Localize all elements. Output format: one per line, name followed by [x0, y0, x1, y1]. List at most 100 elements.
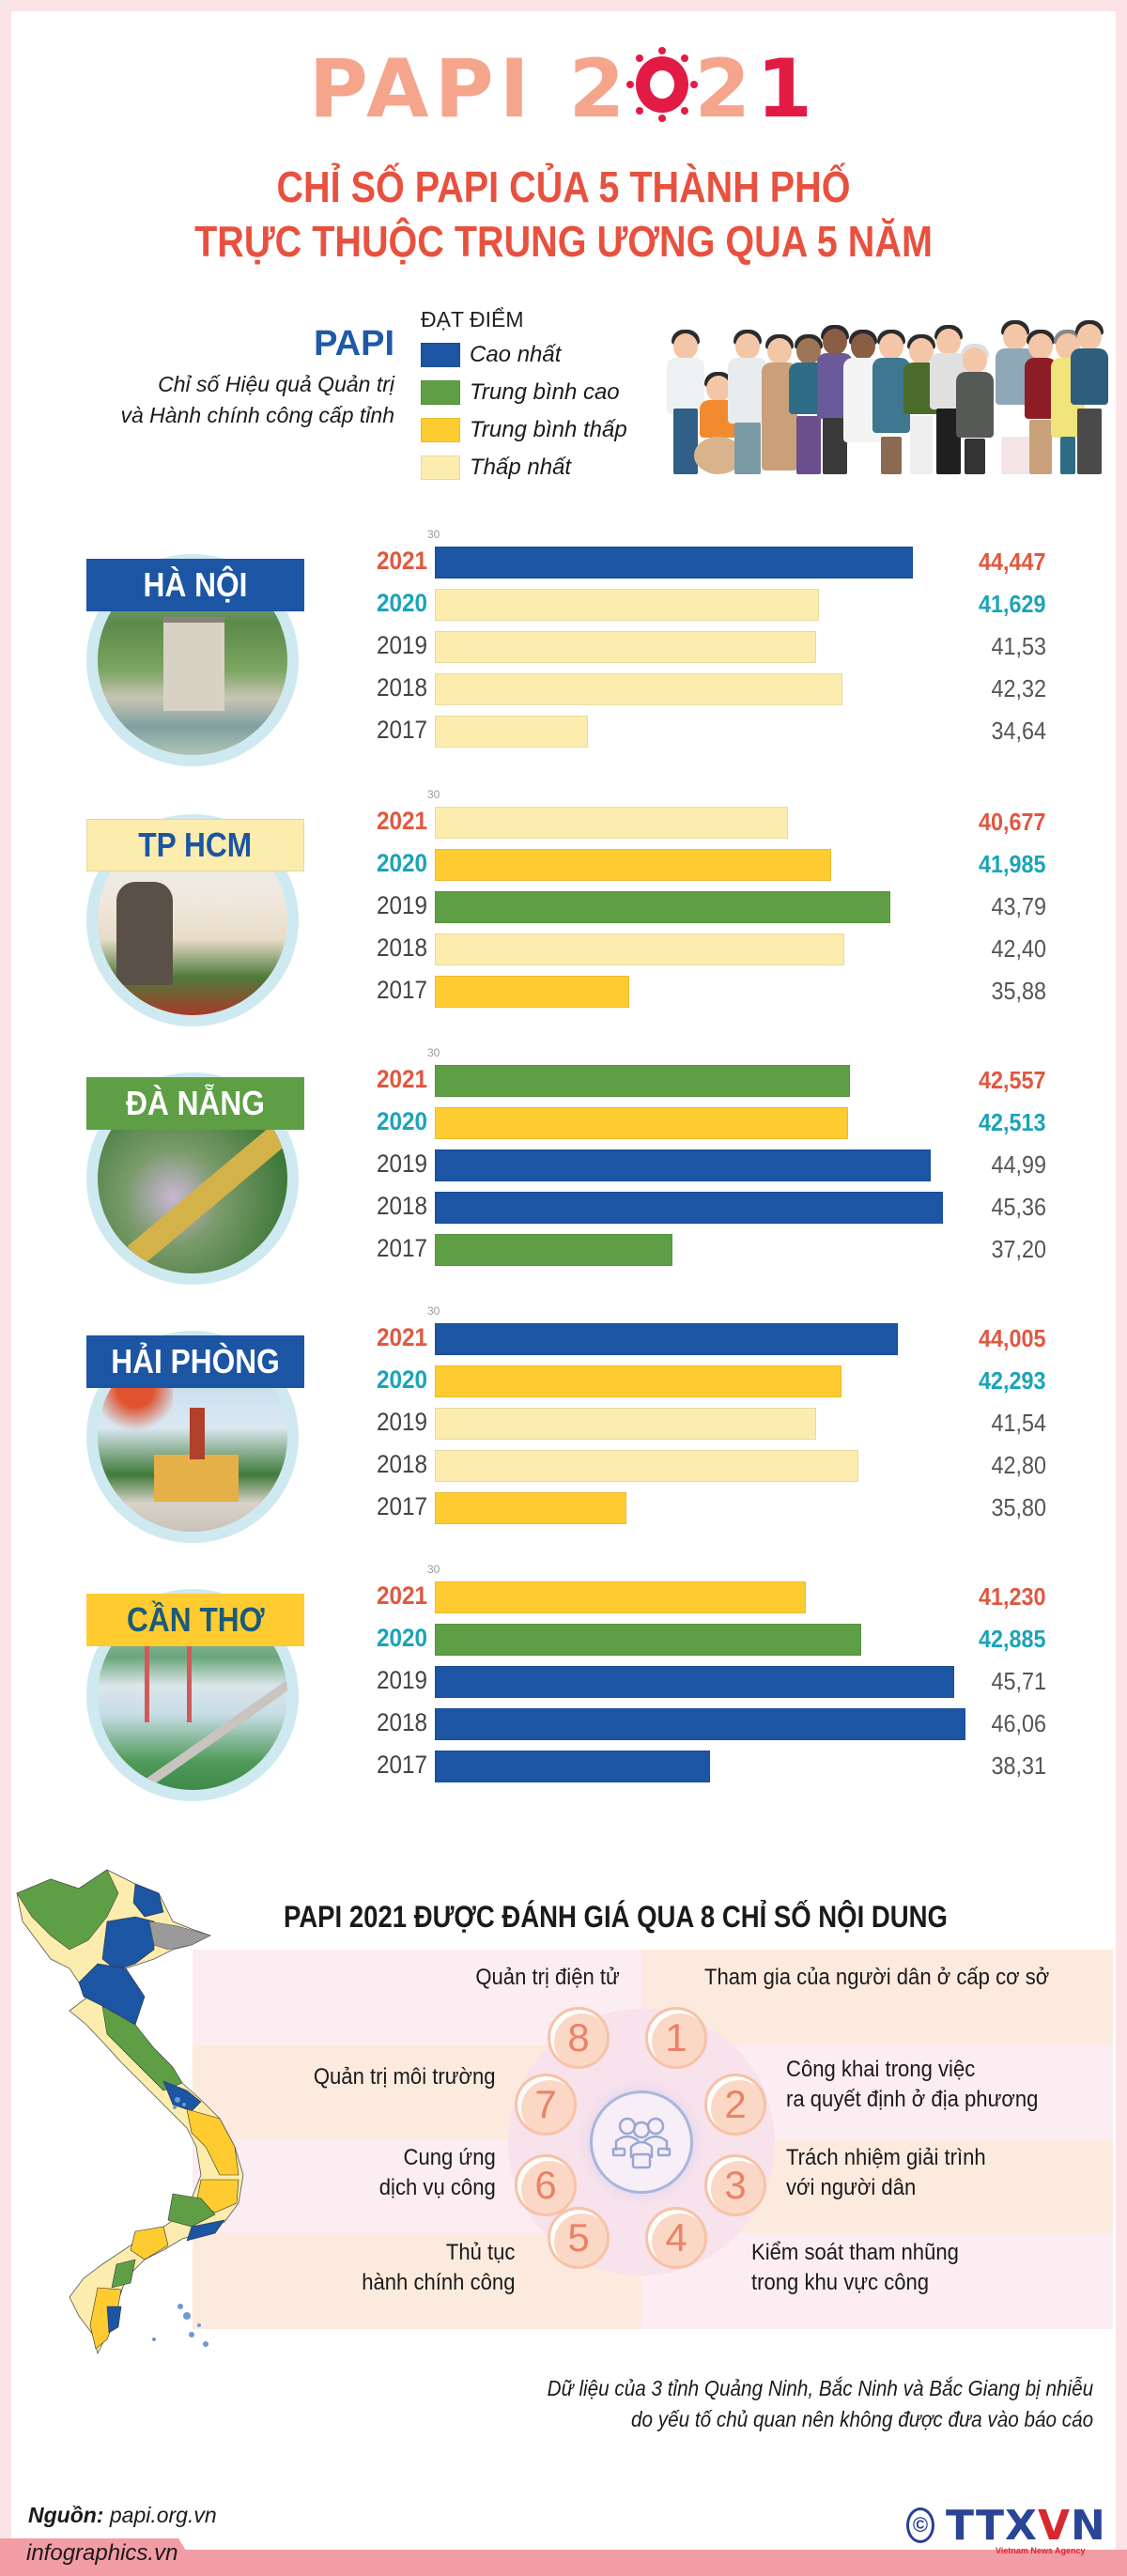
bar-2018 — [435, 1192, 943, 1224]
bar-row-2020: 2020 41,629 — [0, 587, 1127, 623]
bar-row-2019: 2019 45,71 — [0, 1664, 1127, 1700]
bar-row-2019: 2019 41,54 — [0, 1406, 1127, 1442]
bar-2021 — [435, 1323, 898, 1355]
swatch-trung-binh-cao — [421, 380, 460, 405]
intro-description: Chỉ số Hiệu quả Quản trị và Hành chính c… — [120, 372, 394, 427]
bar-2018 — [435, 673, 842, 705]
legend-title: ĐẠT ĐIỂM — [421, 307, 524, 332]
bar-2019 — [435, 891, 890, 923]
bar-row-2017: 2017 35,88 — [0, 974, 1127, 1010]
legend-item-trung-binh-cao: Trung bình cao — [421, 374, 627, 411]
bar-2020 — [435, 849, 831, 881]
swatch-trung-binh-thap — [421, 418, 460, 442]
bar-2017 — [435, 1492, 626, 1524]
bar-2021 — [435, 1065, 850, 1097]
people-voting-icon — [590, 2090, 693, 2194]
virus-zero-icon — [626, 47, 699, 122]
bar-row-2017: 2017 37,20 — [0, 1232, 1127, 1268]
bar-2021 — [435, 1581, 806, 1613]
bar-2021 — [435, 807, 788, 839]
band — [641, 1950, 1113, 2045]
city-label: ĐÀ NẴNG — [86, 1077, 304, 1130]
bar-2021 — [435, 547, 913, 578]
bar-row-2020: 2020 42,513 — [0, 1105, 1127, 1141]
bar-row-2019: 2019 41,53 — [0, 629, 1127, 665]
bar-2020 — [435, 1624, 861, 1656]
bar-2018 — [435, 1708, 965, 1740]
index-7-label: Quản trị môi trường — [314, 2064, 496, 2090]
bar-row-2018: 2018 42,80 — [0, 1448, 1127, 1484]
copyright-icon: © — [906, 2507, 934, 2543]
bar-2017 — [435, 1234, 672, 1266]
axis-tick-30: 30 — [427, 1046, 440, 1059]
source-link[interactable]: papi.org.vn — [109, 2503, 217, 2527]
bar-2019 — [435, 1408, 816, 1440]
index-2-label: Công khai trong việc ra quyết định ở địa … — [786, 2057, 1039, 2112]
bar-row-2021: 2021 42,557 — [0, 1063, 1127, 1099]
bar-2017 — [435, 976, 629, 1008]
city-section-da-nang: ĐÀ NẴNG 30 2021 42,557 2020 42,513 2019 44,… — [0, 1035, 1127, 1293]
city-label: HÀ NỘI — [86, 559, 304, 611]
bar-2020 — [435, 1107, 848, 1139]
axis-tick-30: 30 — [427, 788, 440, 801]
bar-row-2018: 2018 46,06 — [0, 1706, 1127, 1742]
city-section-ha-noi: HÀ NỘI 30 2021 44,447 2020 41,629 2019 41,5… — [0, 517, 1127, 775]
bar-2020 — [435, 589, 819, 621]
index-bubble-5: 5 — [548, 2207, 610, 2269]
subtitle-line-1: CHỈ SỐ PAPI CỦA 5 THÀNH PHỐ — [276, 162, 851, 211]
bar-2019 — [435, 631, 816, 663]
index-bubble-3: 3 — [704, 2154, 766, 2216]
intro-papi-heading: PAPI — [314, 324, 394, 363]
bar-row-2017: 2017 38,31 — [0, 1749, 1127, 1784]
bar-row-2020: 2020 42,885 — [0, 1622, 1127, 1658]
city-label: CẦN THƠ — [86, 1594, 304, 1646]
axis-tick-30: 30 — [427, 1304, 440, 1318]
city-label: TP HCM — [86, 819, 304, 872]
bar-row-2021: 2021 40,677 — [0, 805, 1127, 841]
bar-2017 — [435, 716, 588, 748]
data-note: Dữ liệu của 3 tỉnh Quảng Ninh, Bắc Ninh … — [547, 2376, 1093, 2431]
index-1-label: Tham gia của người dân ở cấp cơ sở — [704, 1965, 1050, 1990]
index-bubble-2: 2 — [704, 2074, 766, 2136]
bar-row-2017: 2017 35,80 — [0, 1490, 1127, 1526]
legend-item-trung-binh-thap: Trung bình thấp — [421, 411, 627, 449]
city-section-tp-hcm: TP HCM 30 2021 40,677 2020 41,985 2019 43,7… — [0, 777, 1127, 1035]
bar-2020 — [435, 1365, 841, 1397]
site-link[interactable]: infographics.vn — [26, 2540, 178, 2566]
bar-row-2019: 2019 43,79 — [0, 889, 1127, 925]
bar-row-2021: 2021 41,230 — [0, 1580, 1127, 1615]
bar-2019 — [435, 1666, 954, 1698]
people-crowd-illustration — [657, 310, 1108, 474]
bar-row-2020: 2020 42,293 — [0, 1364, 1127, 1399]
index-bubble-8: 8 — [548, 2007, 610, 2069]
swatch-cao-nhat — [421, 343, 460, 367]
bar-row-2021: 2021 44,447 — [0, 545, 1127, 580]
index-bubble-7: 7 — [515, 2074, 577, 2136]
indices-title: PAPI 2021 ĐƯỢC ĐÁNH GIÁ QUA 8 CHỈ SỐ NỘI… — [284, 1900, 948, 1934]
index-bubble-4: 4 — [645, 2207, 707, 2269]
bar-2018 — [435, 933, 844, 965]
index-bubble-1: 1 — [645, 2007, 707, 2069]
bar-row-2018: 2018 45,36 — [0, 1190, 1127, 1226]
bar-row-2018: 2018 42,32 — [0, 671, 1127, 707]
bar-row-2020: 2020 41,985 — [0, 847, 1127, 883]
legend-item-cao-nhat: Cao nhất — [421, 336, 627, 374]
papi-2021-title: PAPI 2 21 — [308, 42, 819, 136]
index-6-label: Cung ứng dịch vụ công — [379, 2145, 496, 2200]
legend-item-thap-nhat: Thấp nhất — [421, 449, 627, 486]
index-5-label: Thủ tục hành chính công — [361, 2240, 515, 2295]
subtitle-line-2: TRỰC THUỘC TRUNG ƯƠNG QUA 5 NĂM — [194, 217, 933, 266]
source-credit: Nguồn: papi.org.vn — [28, 2503, 217, 2527]
axis-tick-30: 30 — [427, 1563, 440, 1576]
bar-row-2019: 2019 44,99 — [0, 1148, 1127, 1183]
index-4-label: Kiểm soát tham nhũng trong khu vực công — [751, 2240, 959, 2295]
bar-row-2018: 2018 42,40 — [0, 932, 1127, 967]
axis-tick-30: 30 — [427, 528, 440, 541]
city-section-can-tho: CẦN THƠ 30 2021 41,230 2020 42,885 2019 45,… — [0, 1551, 1127, 1810]
legend: ĐẠT ĐIỂM Cao nhất Trung bình cao Trung b… — [421, 307, 627, 486]
swatch-thap-nhat — [421, 455, 460, 480]
bar-2019 — [435, 1149, 931, 1181]
city-section-hai-phong: HẢI PHÒNG 30 2021 44,005 2020 42,293 2019 4… — [0, 1293, 1127, 1551]
index-3-label: Trách nhiệm giải trình với người dân — [786, 2145, 986, 2200]
ttxvn-logo: © TTXVN Vietnam News Agency — [906, 2502, 1105, 2558]
